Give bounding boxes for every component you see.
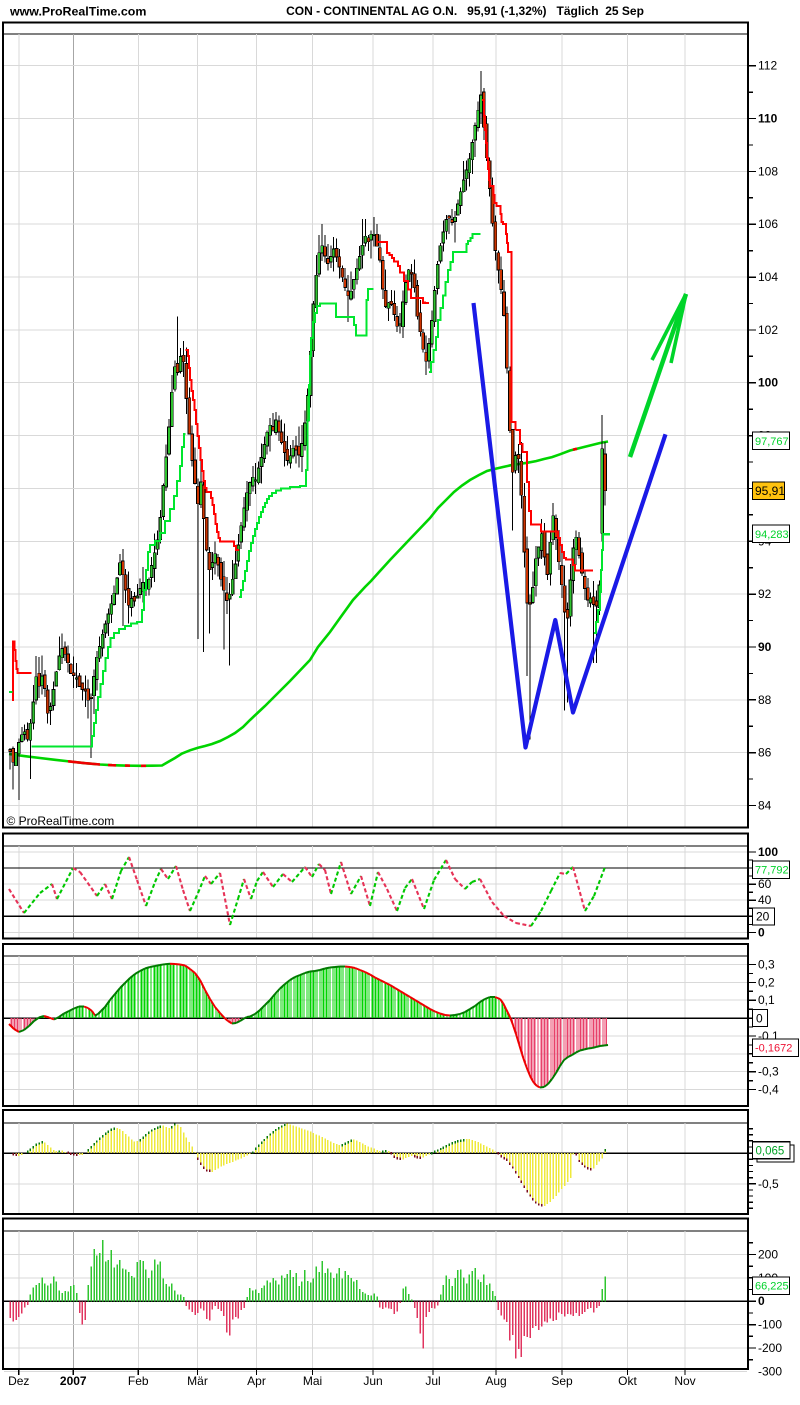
svg-text:Dez: Dez xyxy=(8,1374,29,1388)
svg-text:Apr: Apr xyxy=(247,1374,266,1388)
svg-text:© ProRealTime.com: © ProRealTime.com xyxy=(7,814,115,828)
svg-text:Jul: Jul xyxy=(425,1374,440,1388)
svg-text:94,283: 94,283 xyxy=(755,529,789,541)
svg-text:20: 20 xyxy=(756,910,770,924)
svg-text:100: 100 xyxy=(758,845,778,859)
svg-text:0,065: 0,065 xyxy=(756,1146,785,1158)
svg-text:106: 106 xyxy=(758,217,778,231)
svg-text:100: 100 xyxy=(758,376,778,390)
svg-text:0: 0 xyxy=(758,1294,765,1308)
svg-text:-0,1672: -0,1672 xyxy=(755,1043,792,1055)
svg-text:108: 108 xyxy=(758,164,778,178)
svg-text:Nov: Nov xyxy=(674,1374,695,1388)
svg-text:92: 92 xyxy=(758,587,772,601)
svg-text:95,91: 95,91 xyxy=(755,484,785,498)
svg-text:90: 90 xyxy=(758,640,772,654)
svg-text:-0,3: -0,3 xyxy=(758,1065,779,1079)
svg-text:Mär: Mär xyxy=(187,1374,208,1388)
svg-text:Aug: Aug xyxy=(485,1374,506,1388)
svg-text:-100: -100 xyxy=(758,1318,782,1332)
svg-text:66,225: 66,225 xyxy=(755,1281,789,1293)
svg-text:Mai: Mai xyxy=(303,1374,322,1388)
svg-text:97,767: 97,767 xyxy=(755,436,789,448)
svg-text:Jun: Jun xyxy=(363,1374,382,1388)
svg-text:40: 40 xyxy=(758,893,772,907)
svg-text:77,792: 77,792 xyxy=(755,865,789,877)
svg-text:110: 110 xyxy=(758,112,778,126)
svg-text:Sep: Sep xyxy=(551,1374,573,1388)
svg-text:0: 0 xyxy=(756,1011,763,1025)
svg-text:Feb: Feb xyxy=(128,1374,149,1388)
svg-text:2007: 2007 xyxy=(60,1374,87,1388)
svg-text:60: 60 xyxy=(758,877,772,891)
svg-text:102: 102 xyxy=(758,323,778,337)
svg-text:-300: -300 xyxy=(758,1365,782,1379)
svg-text:88: 88 xyxy=(758,693,772,707)
svg-text:-0,4: -0,4 xyxy=(758,1083,779,1097)
svg-text:104: 104 xyxy=(758,270,778,284)
svg-text:0: 0 xyxy=(758,926,765,940)
svg-text:0,2: 0,2 xyxy=(758,975,775,989)
svg-text:0,1: 0,1 xyxy=(758,993,775,1007)
svg-text:0,3: 0,3 xyxy=(758,958,775,972)
svg-text:Okt: Okt xyxy=(618,1374,637,1388)
svg-text:86: 86 xyxy=(758,746,772,760)
svg-text:-200: -200 xyxy=(758,1341,782,1355)
svg-text:www.ProRealTime.com: www.ProRealTime.com xyxy=(9,5,146,19)
svg-text:84: 84 xyxy=(758,799,772,813)
svg-text:200: 200 xyxy=(758,1248,778,1262)
svg-text:112: 112 xyxy=(758,59,777,73)
svg-text:CON - CONTINENTAL AG O.N. 95: CON - CONTINENTAL AG O.N. 95,91 (-1,32%)… xyxy=(286,4,644,18)
svg-text:-0,5: -0,5 xyxy=(758,1177,779,1191)
